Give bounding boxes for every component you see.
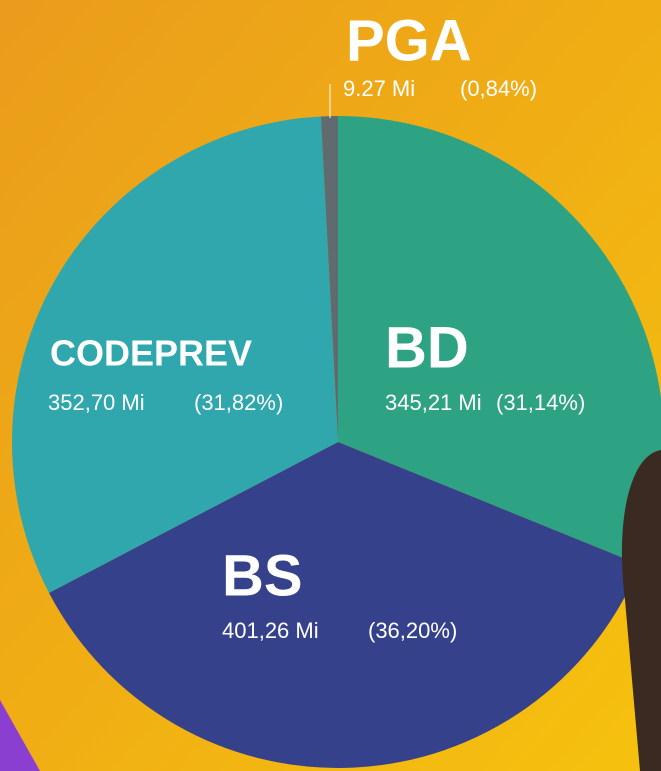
- pie: [12, 116, 661, 768]
- percent-label: (31,14%): [496, 390, 585, 415]
- slice-name: PGA: [346, 8, 472, 73]
- chart: BD 345,21 Mi (31,14%) BS 401,26 Mi (36,20%) CO…: [0, 0, 661, 771]
- slice-name: BS: [222, 543, 303, 608]
- page: BD 345,21 Mi (31,14%) BS 401,26 Mi (36,20%) CO…: [0, 0, 661, 771]
- slice-name: BD: [385, 315, 469, 380]
- percent-label: (31,82%): [194, 390, 283, 415]
- slice-name: CODEPREV: [50, 333, 252, 374]
- value-label: 345,21 Mi: [385, 390, 482, 415]
- percent-label: (0,84%): [460, 76, 537, 101]
- percent-label: (36,20%): [368, 618, 457, 643]
- value-label: 352,70 Mi: [48, 390, 145, 415]
- value-label: 9.27 Mi: [343, 76, 415, 101]
- value-label: 401,26 Mi: [222, 618, 319, 643]
